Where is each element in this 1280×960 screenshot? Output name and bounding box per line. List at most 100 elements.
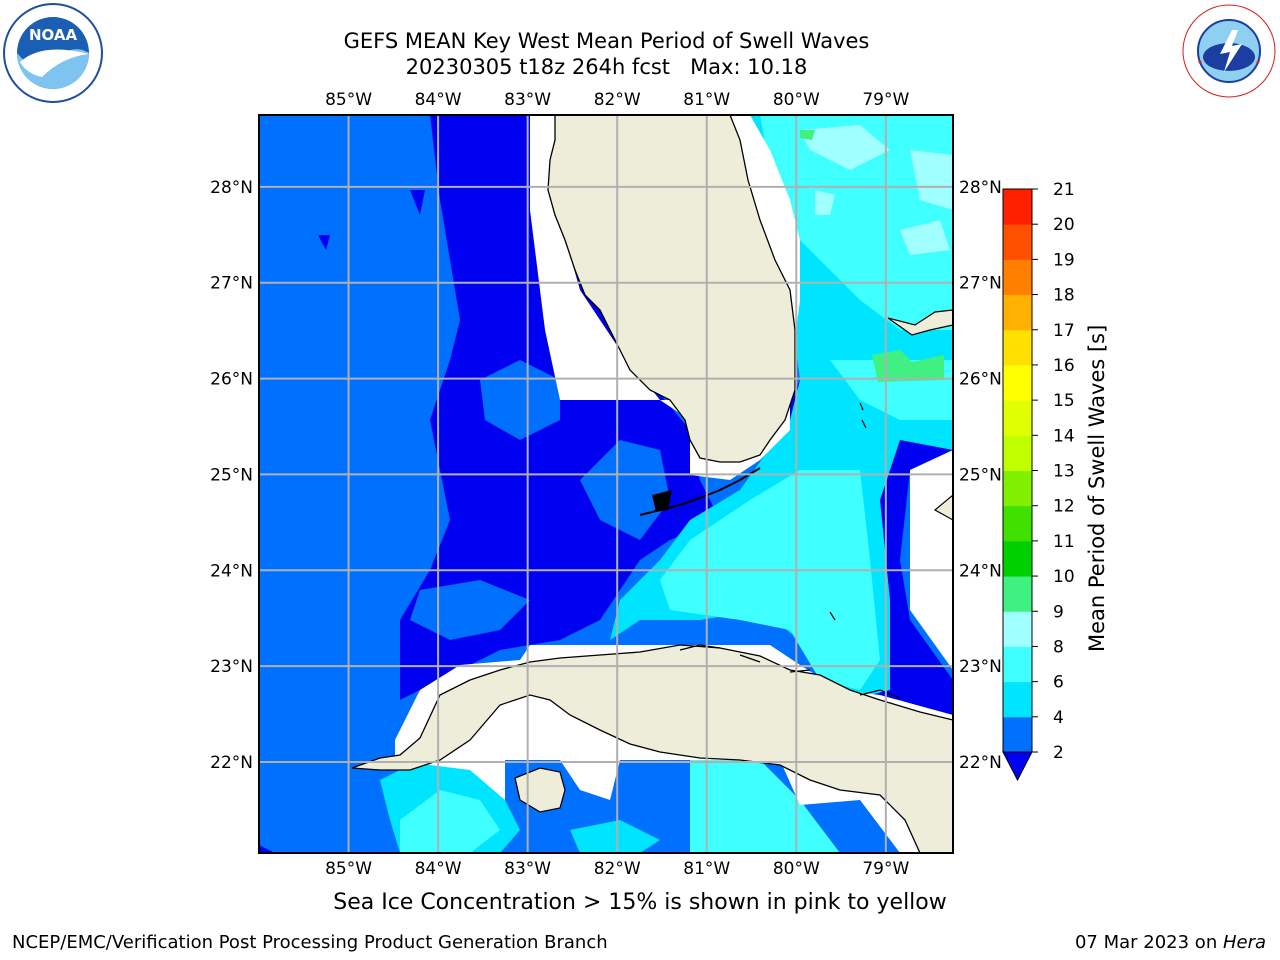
lon-tick-label-bottom: 79°W [862, 859, 909, 879]
lat-tick-label-left: 23°N [210, 657, 253, 677]
colorbar-segment [1003, 646, 1032, 683]
cuba-land [351, 644, 953, 853]
bahamas-land [887, 309, 953, 336]
lat-tick-label-left: 24°N [210, 561, 253, 581]
nws-logo-icon [1182, 4, 1276, 98]
lat-tick-label-left: 26°N [210, 370, 253, 390]
lat-tick-label-right: 22°N [959, 753, 1002, 773]
swell-band-6-8 [760, 115, 953, 330]
map-area [259, 115, 953, 853]
lat-tick-label-left: 27°N [210, 274, 253, 294]
colorbar-segment [1003, 224, 1032, 260]
lon-tick-label-top: 83°W [504, 90, 551, 110]
lat-tick-label-right: 28°N [959, 178, 1002, 198]
colorbar-tick-label: 19 [1053, 250, 1075, 270]
swell-band-lt2 [580, 440, 670, 540]
swell-band-9-10 [800, 130, 815, 140]
cuba-cays [679, 644, 901, 699]
colorbar-tick-label: 21 [1053, 180, 1075, 200]
swell-band-4-6 [570, 820, 660, 853]
lon-tick-label-top: 79°W [862, 90, 909, 110]
colorbar-segment [1003, 435, 1032, 471]
swell-band-8-9 [800, 125, 890, 170]
lon-tick-label-top: 85°W [325, 90, 372, 110]
florida-land [547, 115, 796, 463]
colorbar-tick-label: 9 [1053, 602, 1064, 622]
swell-band-8-9 [910, 150, 953, 210]
swell-band-6-8 [660, 470, 880, 690]
map-subtitle: 20230305 t18z 264h fcst Max: 10.18 [405, 55, 808, 79]
lon-tick-label-top: 82°W [594, 90, 641, 110]
colorbar-segment [1003, 611, 1032, 647]
lon-tick-label-top: 84°W [415, 90, 462, 110]
colorbar-tick-label: 6 [1053, 673, 1064, 693]
florida-keys [652, 490, 672, 512]
footer-date-text: 07 Mar 2023 on [1074, 932, 1223, 953]
swell-band-8-9 [900, 220, 950, 255]
colorbar-tick-label: 16 [1053, 356, 1075, 376]
lon-tick-label-bottom: 80°W [773, 859, 820, 879]
lat-tick-label-left: 28°N [210, 178, 253, 198]
colorbar-segment [1003, 400, 1032, 436]
lon-tick-label-bottom: 84°W [415, 859, 462, 879]
lon-tick-label-top: 80°W [773, 90, 820, 110]
colorbar-segment [1003, 681, 1032, 718]
lat-tick-label-right: 26°N [959, 370, 1002, 390]
colorbar-segment [1003, 716, 1032, 753]
lon-tick-label-bottom: 85°W [325, 859, 372, 879]
swell-band-lt2 [259, 845, 275, 853]
footer-date: 07 Mar 2023 on Hera [1075, 932, 1266, 953]
colorbar-segment [1003, 540, 1032, 577]
colorbar-segment [1003, 259, 1032, 296]
swell-band-6-8 [400, 790, 500, 853]
colorbar-tick-label: 2 [1053, 743, 1064, 763]
lat-tick-label-right: 25°N [959, 465, 1002, 485]
lon-tick-label-bottom: 82°W [594, 859, 641, 879]
footer-branch: NCEP/EMC/Verification Post Processing Pr… [12, 932, 608, 953]
noaa-logo-text: NOAA [29, 26, 78, 44]
colorbar-tick-label: 14 [1053, 426, 1075, 446]
footer-host: Hera [1222, 932, 1266, 953]
bahamas-land [933, 494, 953, 521]
map-title: GEFS MEAN Key West Mean Period of Swell … [343, 29, 870, 53]
swell-band-lt2 [318, 235, 330, 250]
colorbar-segment [1003, 189, 1032, 225]
lon-tick-label-top: 81°W [683, 90, 730, 110]
map-tick-labels: 85°W 85°W 84°W 84°W 83°W 83°W 82°W 82°W 81°W 81°W… [210, 90, 1002, 879]
lat-tick-label-left: 22°N [210, 753, 253, 773]
lat-tick-label-right: 24°N [959, 561, 1002, 581]
colorbar-tick-label: 10 [1053, 567, 1075, 587]
lon-tick-label-bottom: 81°W [683, 859, 730, 879]
colorbar-segment [1003, 329, 1032, 366]
colorbar-tick-label: 17 [1053, 321, 1075, 341]
swell-band-lt2 [410, 190, 425, 215]
colorbar-tick-label: 18 [1053, 286, 1075, 306]
map-gridlines [259, 115, 953, 853]
lon-tick-label-bottom: 83°W [504, 859, 551, 879]
swell-band-8-9 [815, 190, 835, 215]
colorbar-under-triangle [1002, 751, 1033, 782]
lat-tick-label-right: 23°N [959, 657, 1002, 677]
colorbar-tick-label: 15 [1053, 391, 1075, 411]
swell-band-9-10 [872, 350, 944, 382]
colorbar-segment [1003, 505, 1032, 542]
swell-band-6-8 [690, 760, 840, 853]
colorbar-tick-label: 20 [1053, 215, 1075, 235]
map-border [258, 114, 954, 854]
colorbar-segment [1003, 364, 1032, 401]
lat-tick-label-left: 25°N [210, 465, 253, 485]
colorbar-tick-label: 13 [1053, 462, 1075, 482]
colorbar-tick-label: 8 [1053, 637, 1064, 657]
sea-ice-note: Sea Ice Concentration > 15% is shown in … [333, 890, 947, 915]
colorbar-label: Mean Period of Swell Waves [s] [1085, 324, 1109, 652]
swell-band-lt2 [410, 580, 530, 640]
colorbar-segment [1003, 294, 1032, 331]
lat-tick-label-right: 27°N [959, 274, 1002, 294]
colorbar-segment [1003, 576, 1032, 612]
colorbar-tick-label: 11 [1053, 532, 1075, 552]
bahamas-land [829, 402, 867, 621]
colorbar-segment [1003, 470, 1032, 507]
colorbar-tick-label: 4 [1053, 708, 1064, 728]
colorbar-tick-label: 12 [1053, 497, 1075, 517]
